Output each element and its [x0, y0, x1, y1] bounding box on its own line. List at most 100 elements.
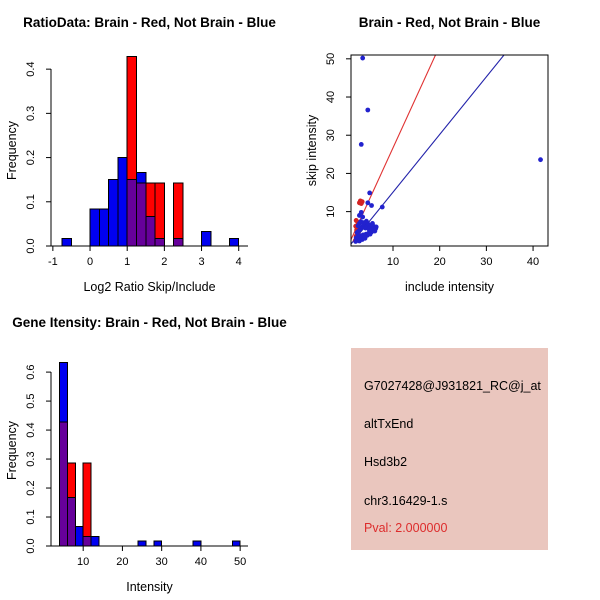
y-tick-label: 0.2 — [25, 480, 37, 495]
y-tick-label: 0.0 — [25, 238, 37, 253]
event-type: altTxEnd — [364, 417, 414, 431]
hist-bar-blue — [89, 208, 100, 247]
y-axis: 0.0 0.1 0.2 0.3 0.4 0.5 0.6 — [25, 364, 52, 554]
panel-intensity-scatter: Brain - Red, Not Brain - Blue include int… — [300, 0, 600, 300]
hist-bar-red — [154, 182, 165, 240]
not-brain-trend-line — [351, 55, 505, 245]
y-tick-label: 0.0 — [25, 538, 37, 553]
pval-text: Pval: 2.000000 — [364, 521, 448, 535]
hist-bar-overlap — [145, 216, 156, 247]
hist-bar-overlap — [66, 497, 76, 547]
hist-bar-blue — [61, 238, 72, 247]
y-tick-label: 40 — [325, 91, 337, 103]
gene-symbol: Hsd3b2 — [364, 455, 408, 469]
x-axis: 10 20 30 40 50 — [51, 545, 248, 568]
x-tick-label: 1 — [124, 256, 130, 268]
x-axis-label: Log2 Ratio Skip/Include — [83, 280, 215, 294]
scatter-point — [362, 235, 368, 241]
intensity-scatter-chart: Brain - Red, Not Brain - Blue include int… — [305, 15, 549, 294]
hist-bar-overlap — [135, 182, 147, 247]
x-tick-label: 20 — [434, 256, 446, 268]
scatter-series-not-brain — [353, 55, 543, 244]
x-tick-label: 20 — [116, 556, 128, 568]
y-tick-label: 0.4 — [25, 422, 37, 437]
x-tick-label: 40 — [195, 556, 207, 568]
hist-bar-overlap — [59, 421, 68, 547]
panel-gene-histogram: Gene Itensity: Brain - Red, Not Brain - … — [0, 300, 300, 600]
hist-bar-red — [82, 462, 92, 537]
y-axis: 10 20 30 40 50 — [325, 53, 351, 218]
y-tick-label: 0.1 — [25, 509, 37, 524]
y-axis-label: Frequency — [5, 420, 19, 480]
x-tick-label: 10 — [387, 256, 399, 268]
hist-bar-blue — [153, 540, 163, 547]
hist-bar-blue — [228, 238, 240, 247]
scatter-point — [365, 200, 371, 206]
hist-bars — [61, 56, 240, 247]
x-tick-label: 10 — [77, 556, 89, 568]
x-tick-label: -1 — [48, 256, 58, 268]
hist-bar-blue — [59, 361, 68, 423]
ratio-histogram-chart: RatioData: Brain - Red, Not Brain - Blue… — [5, 15, 276, 294]
hist-bar-red — [173, 182, 184, 240]
hist-bar-overlap — [126, 179, 137, 247]
hist-bars — [59, 361, 241, 547]
hist-bar-blue — [137, 540, 147, 547]
hist-bar-blue — [108, 179, 119, 247]
panel-info: G7027428@J931821_RC@j_at altTxEnd Hsd3b2… — [300, 300, 600, 600]
hist-bar-blue — [201, 230, 212, 247]
x-axis-label: include intensity — [405, 280, 495, 294]
hist-bar-blue — [135, 171, 147, 184]
hist-bar-blue — [90, 535, 100, 547]
probeset-id: G7027428@J931821_RC@j_at — [364, 379, 541, 393]
x-axis: 10 20 30 40 — [387, 246, 539, 268]
y-tick-label: 50 — [325, 53, 337, 65]
chart-title: Gene Itensity: Brain - Red, Not Brain - … — [12, 315, 287, 330]
x-tick-label: 2 — [161, 256, 167, 268]
scatter-point — [365, 107, 371, 113]
y-tick-label: 30 — [325, 129, 337, 141]
hist-bar-red — [145, 182, 156, 218]
x-tick-label: 30 — [480, 256, 492, 268]
scatter-point — [353, 239, 359, 244]
scatter-point — [366, 227, 372, 232]
scatter-point — [360, 55, 366, 61]
scatter-point — [379, 204, 385, 210]
hist-bar-blue — [117, 157, 128, 247]
info-panel: G7027428@J931821_RC@j_at altTxEnd Hsd3b2… — [351, 348, 548, 550]
x-axis-label: Intensity — [126, 580, 173, 594]
y-tick-label: 20 — [325, 167, 337, 179]
y-axis-label: skip intensity — [305, 114, 319, 186]
hist-bar-overlap — [82, 535, 92, 547]
hist-bar-overlap — [173, 238, 184, 247]
brain-trend-line — [351, 55, 437, 240]
scatter-point — [360, 214, 366, 220]
y-tick-label: 0.3 — [25, 451, 37, 466]
y-tick-label: 0.5 — [25, 393, 37, 408]
hist-bar-blue — [192, 540, 202, 547]
y-tick-label: 0.3 — [25, 106, 37, 121]
chart-title: Brain - Red, Not Brain - Blue — [359, 15, 541, 30]
x-tick-label: 3 — [198, 256, 204, 268]
hist-bar-red — [126, 56, 137, 181]
plot-box — [350, 54, 549, 247]
x-tick-label: 4 — [236, 256, 242, 268]
y-axis: 0.0 0.1 0.2 0.3 0.4 — [25, 61, 52, 254]
panel-ratio-histogram: RatioData: Brain - Red, Not Brain - Blue… — [0, 0, 300, 300]
hist-bar-red — [66, 462, 76, 499]
chart-title: RatioData: Brain - Red, Not Brain - Blue — [23, 15, 276, 30]
x-tick-label: 0 — [87, 256, 93, 268]
x-tick-label: 40 — [527, 256, 539, 268]
scatter-point — [369, 203, 374, 208]
x-tick-label: 30 — [156, 556, 168, 568]
hist-bar-overlap — [154, 238, 165, 247]
y-tick-label: 10 — [325, 205, 337, 217]
scatter-point — [358, 201, 364, 206]
x-tick-label: 50 — [234, 556, 246, 568]
scatter-point — [358, 141, 364, 147]
scatter-point — [364, 218, 369, 224]
y-tick-label: 0.4 — [25, 61, 37, 76]
hist-bar-blue — [98, 208, 110, 247]
scatter-point — [538, 157, 543, 163]
